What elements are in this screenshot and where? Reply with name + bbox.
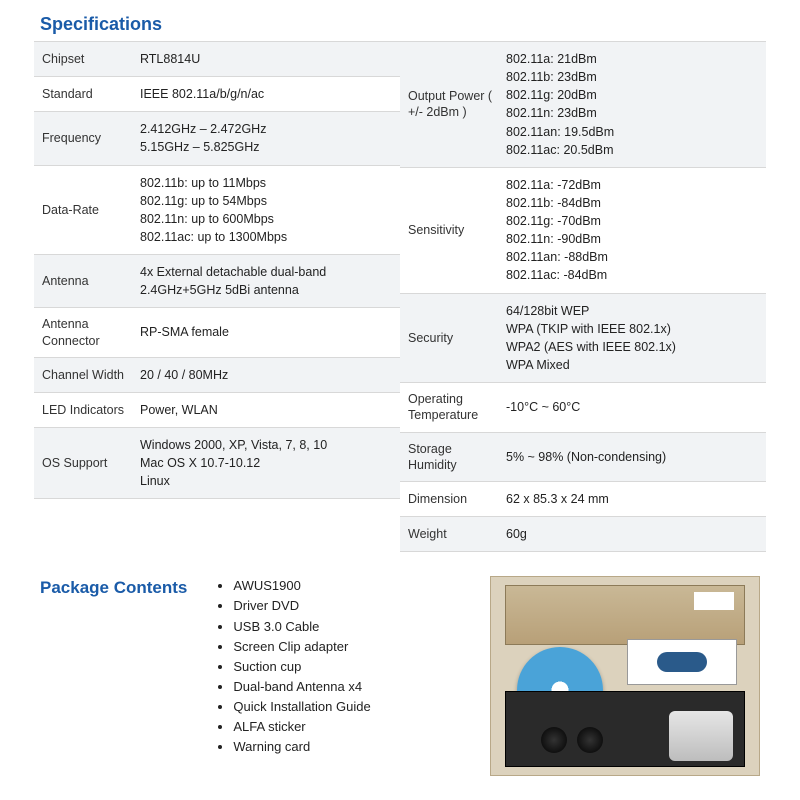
spec-value: 64/128bit WEP WPA (TKIP with IEEE 802.1x…: [502, 294, 766, 383]
box-lid-graphic: [505, 585, 745, 645]
spec-row: Dimension62 x 85.3 x 24 mm: [400, 482, 766, 517]
spec-label: Storage Humidity: [400, 433, 502, 482]
spec-row: Output Power ( +/- 2dBm )802.11a: 21dBm …: [400, 42, 766, 168]
spec-row: Antenna ConnectorRP-SMA female: [34, 308, 400, 358]
spec-label: Operating Temperature: [400, 383, 502, 432]
spec-value: 4x External detachable dual-band 2.4GHz+…: [136, 255, 400, 307]
spec-row: OS SupportWindows 2000, XP, Vista, 7, 8,…: [34, 428, 400, 499]
spec-label: Standard: [34, 77, 136, 111]
spec-row: Sensitivity802.11a: -72dBm 802.11b: -84d…: [400, 168, 766, 294]
spec-value: 20 / 40 / 80MHz: [136, 358, 400, 392]
spec-value: 802.11a: -72dBm 802.11b: -84dBm 802.11g:…: [502, 168, 766, 293]
spec-row: Weight60g: [400, 517, 766, 552]
spec-row: Operating Temperature-10°C ~ 60°C: [400, 383, 766, 433]
spec-label: Sensitivity: [400, 168, 502, 293]
package-list-item: Driver DVD: [233, 596, 370, 616]
spec-row: Data-Rate802.11b: up to 11Mbps 802.11g: …: [34, 166, 400, 256]
spec-value: Power, WLAN: [136, 393, 400, 427]
package-list: AWUS1900Driver DVDUSB 3.0 CableScreen Cl…: [215, 576, 370, 776]
package-list-item: AWUS1900: [233, 576, 370, 596]
spec-value: -10°C ~ 60°C: [502, 383, 766, 432]
brand-card-graphic: [627, 639, 737, 685]
spec-label: Weight: [400, 517, 502, 551]
spec-row: Storage Humidity5% ~ 98% (Non-condensing…: [400, 433, 766, 483]
spec-label: OS Support: [34, 428, 136, 498]
spec-label: Channel Width: [34, 358, 136, 392]
spec-column-right: Output Power ( +/- 2dBm )802.11a: 21dBm …: [400, 42, 766, 552]
spec-value: 5% ~ 98% (Non-condensing): [502, 433, 766, 482]
spec-label: Antenna: [34, 255, 136, 307]
spec-label: Frequency: [34, 112, 136, 164]
spec-value: Windows 2000, XP, Vista, 7, 8, 10 Mac OS…: [136, 428, 400, 498]
spec-row: Antenna4x External detachable dual-band …: [34, 255, 400, 308]
package-list-item: Suction cup: [233, 657, 370, 677]
spec-label: Antenna Connector: [34, 308, 136, 357]
spec-value: 60g: [502, 517, 766, 551]
adapter-device-graphic: [669, 711, 733, 761]
specifications-heading: Specifications: [34, 14, 766, 35]
spec-row: Channel Width20 / 40 / 80MHz: [34, 358, 400, 393]
spec-row: Frequency2.412GHz – 2.472GHz 5.15GHz – 5…: [34, 112, 400, 165]
spec-value: 62 x 85.3 x 24 mm: [502, 482, 766, 516]
specifications-table: ChipsetRTL8814UStandardIEEE 802.11a/b/g/…: [34, 41, 766, 552]
package-list-item: Warning card: [233, 737, 370, 757]
spec-value: RTL8814U: [136, 42, 400, 76]
spec-value: IEEE 802.11a/b/g/n/ac: [136, 77, 400, 111]
spec-label: Data-Rate: [34, 166, 136, 255]
spec-label: Output Power ( +/- 2dBm ): [400, 42, 502, 167]
spec-label: LED Indicators: [34, 393, 136, 427]
package-list-item: ALFA sticker: [233, 717, 370, 737]
spec-value: 802.11a: 21dBm 802.11b: 23dBm 802.11g: 2…: [502, 42, 766, 167]
package-list-item: Quick Installation Guide: [233, 697, 370, 717]
spec-label: Chipset: [34, 42, 136, 76]
spec-label: Dimension: [400, 482, 502, 516]
spec-value: 802.11b: up to 11Mbps 802.11g: up to 54M…: [136, 166, 400, 255]
package-list-item: USB 3.0 Cable: [233, 617, 370, 637]
spec-row: ChipsetRTL8814U: [34, 42, 400, 77]
package-heading: Package Contents: [40, 576, 187, 776]
spec-row: LED IndicatorsPower, WLAN: [34, 393, 400, 428]
spec-value: 2.412GHz – 2.472GHz 5.15GHz – 5.825GHz: [136, 112, 400, 164]
package-section: Package Contents AWUS1900Driver DVDUSB 3…: [34, 576, 766, 776]
spec-row: StandardIEEE 802.11a/b/g/n/ac: [34, 77, 400, 112]
package-list-item: Dual-band Antenna x4: [233, 677, 370, 697]
package-list-item: Screen Clip adapter: [233, 637, 370, 657]
spec-column-left: ChipsetRTL8814UStandardIEEE 802.11a/b/g/…: [34, 42, 400, 552]
spec-row: Security64/128bit WEP WPA (TKIP with IEE…: [400, 294, 766, 384]
spec-value: RP-SMA female: [136, 308, 400, 357]
package-photo: [490, 576, 760, 776]
spec-label: Security: [400, 294, 502, 383]
